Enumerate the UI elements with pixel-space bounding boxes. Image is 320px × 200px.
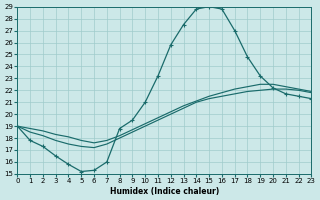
X-axis label: Humidex (Indice chaleur): Humidex (Indice chaleur)	[110, 187, 219, 196]
